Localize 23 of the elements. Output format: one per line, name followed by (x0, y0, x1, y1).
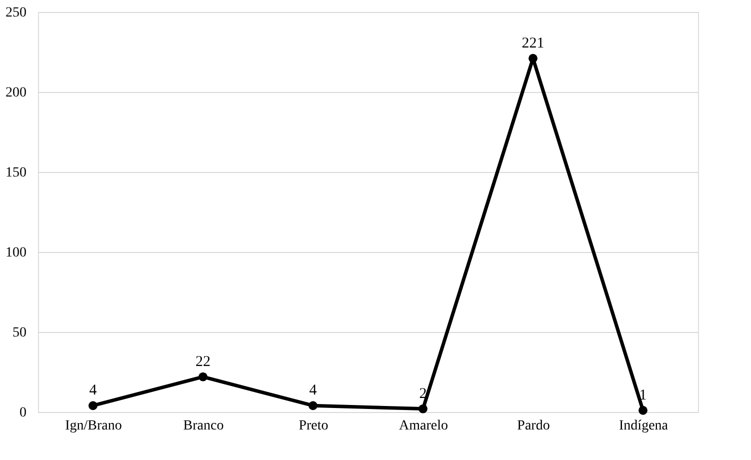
x-tick-label: Indígena (619, 418, 669, 434)
data-label: 22 (196, 354, 210, 370)
x-tick-label: Amarelo (399, 418, 448, 434)
y-tick-label: 250 (6, 6, 26, 20)
point (88, 401, 98, 410)
y-tick-label: 150 (6, 166, 26, 180)
data-label: 4 (309, 382, 318, 399)
data-label: 1 (639, 387, 647, 404)
point (418, 404, 428, 414)
data-label: 221 (522, 35, 544, 52)
y-tick-label: 50 (12, 326, 26, 340)
y-tick-label: 100 (6, 246, 26, 260)
x-tick-label: Preto (298, 418, 328, 434)
point (308, 401, 318, 410)
y-tick-label: 0 (20, 406, 26, 420)
x-tick-label: Branco (183, 418, 224, 434)
point (198, 372, 208, 382)
x-tick-label: Pardo (517, 418, 550, 434)
point (528, 54, 538, 63)
data-label: 4 (89, 382, 98, 399)
y-tick-label: 200 (6, 86, 26, 100)
point (638, 406, 648, 415)
x-tick-label: Ign/Brano (65, 418, 122, 434)
